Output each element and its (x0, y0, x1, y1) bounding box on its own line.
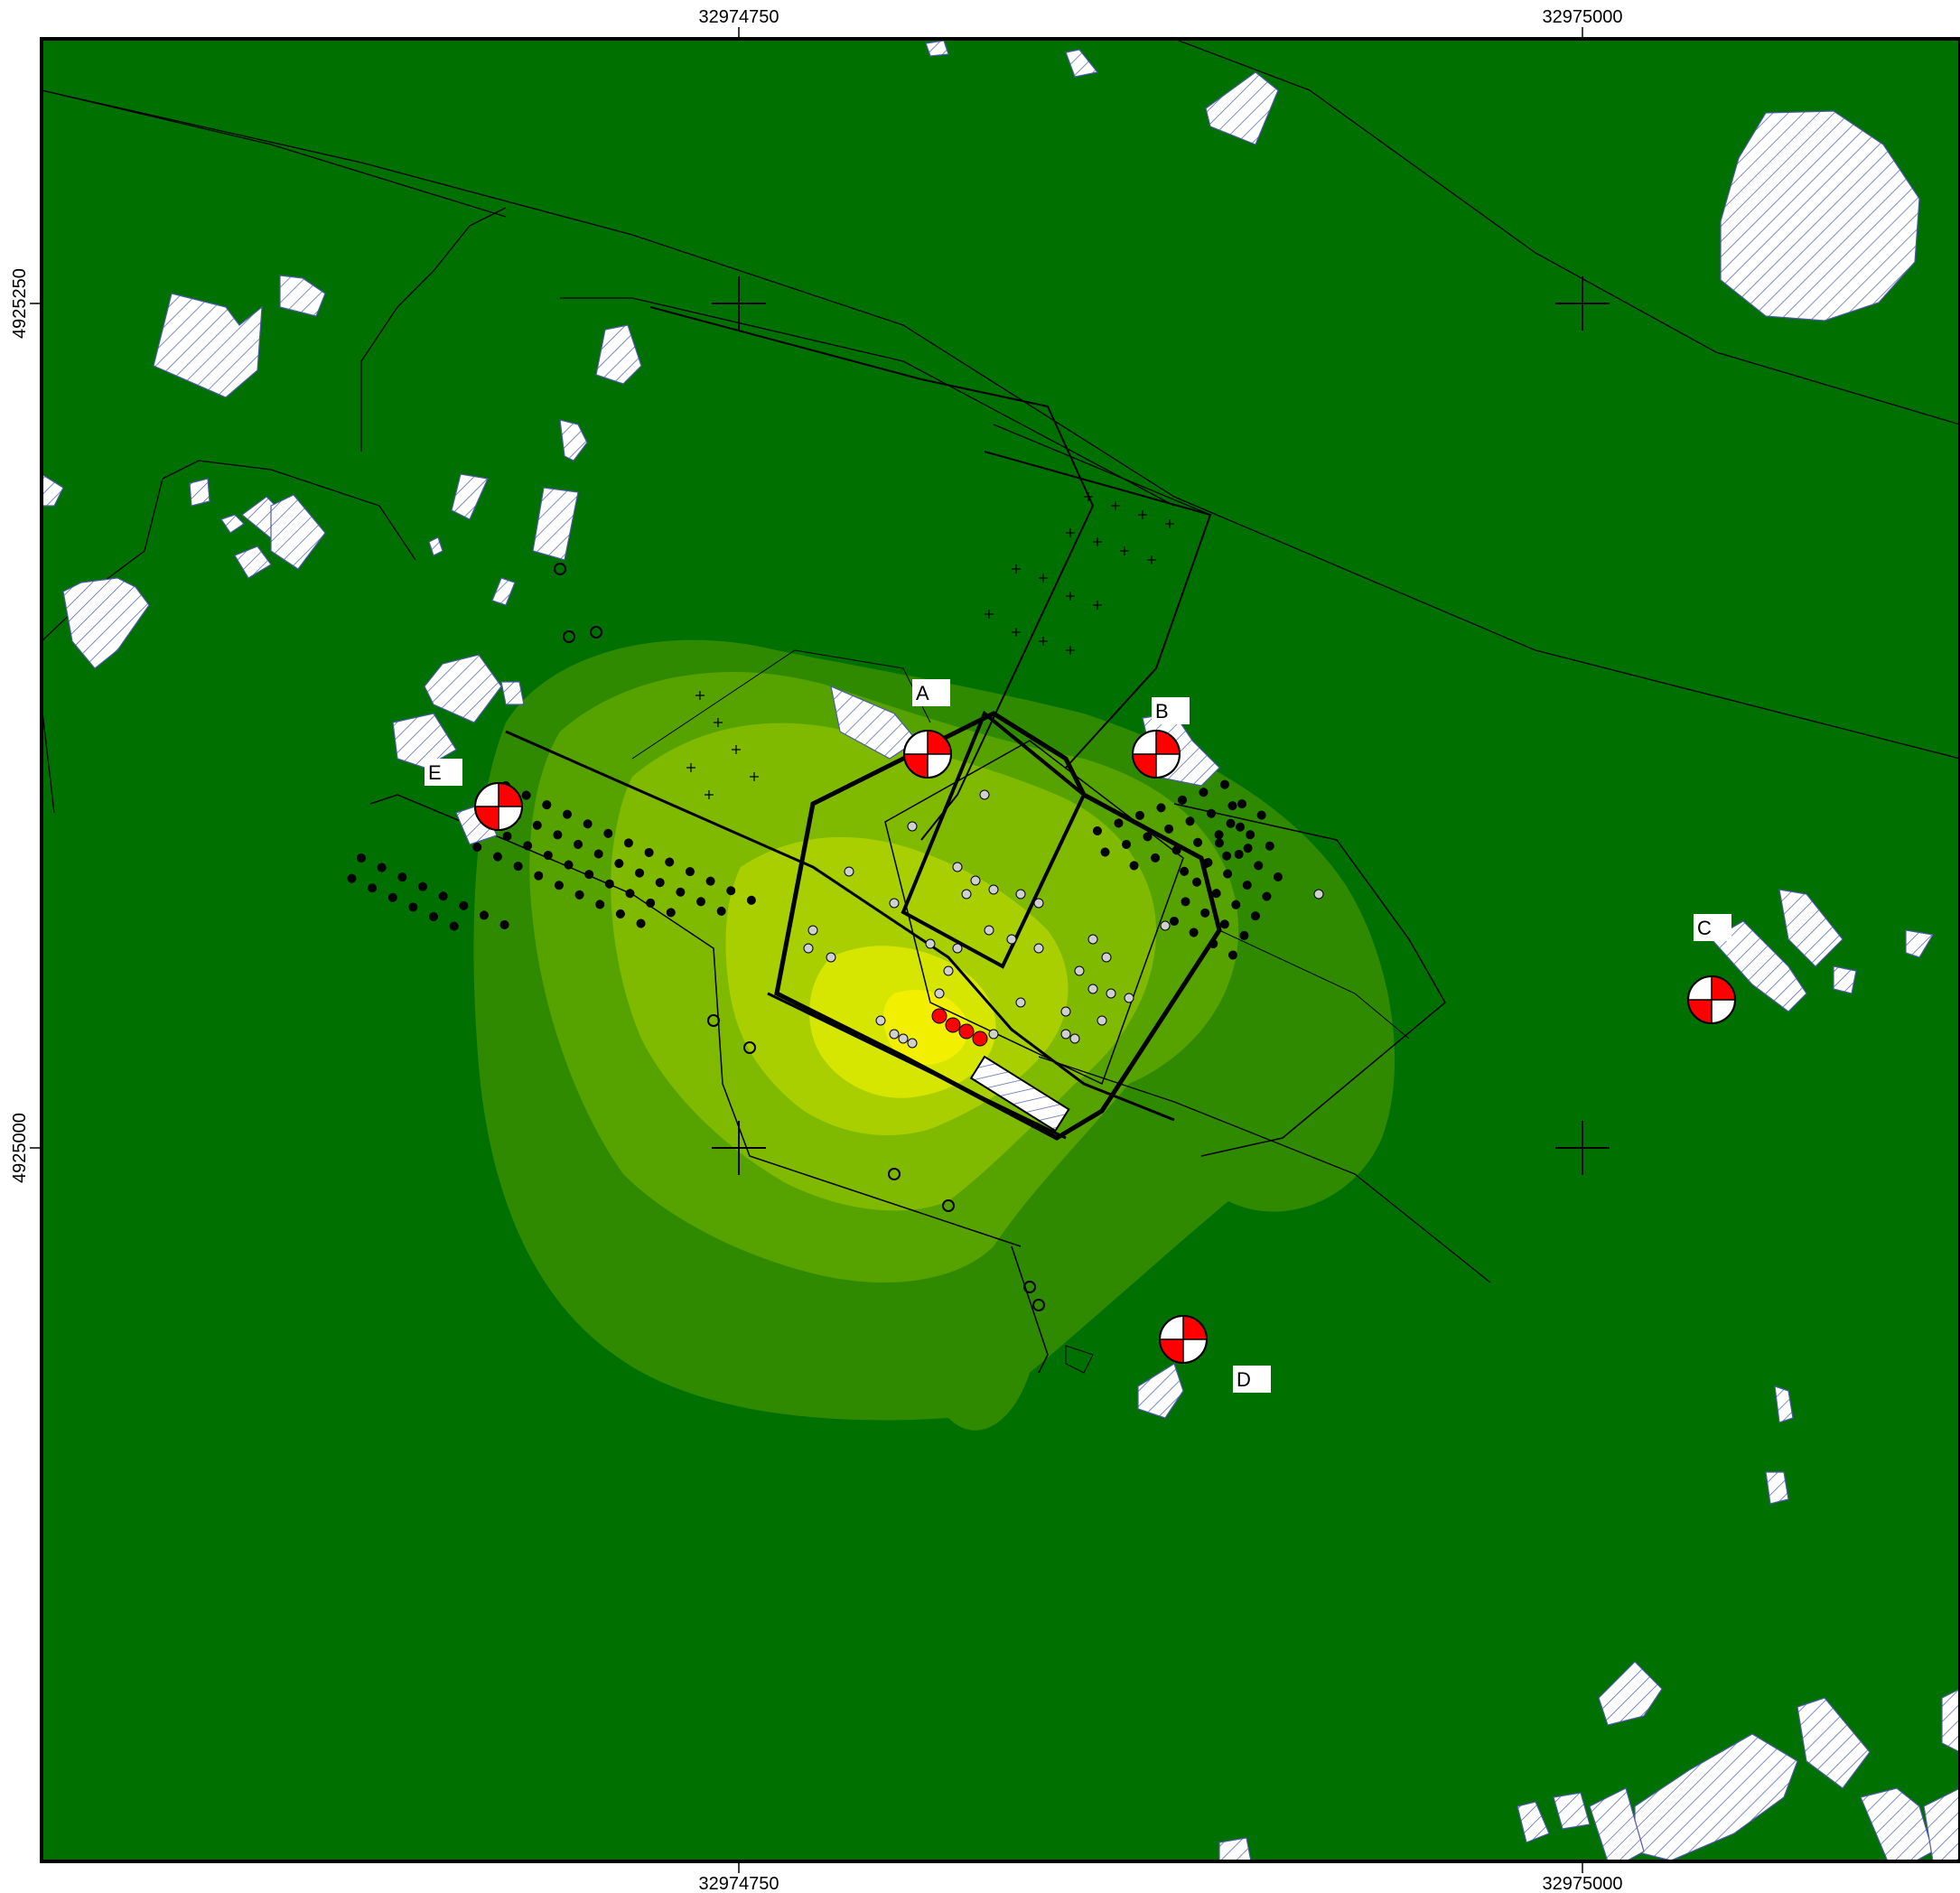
receptor-label-box (425, 759, 462, 786)
receptor-e: E (425, 759, 523, 831)
receptor-label: E (428, 761, 442, 784)
vegetation-marks (686, 492, 1174, 799)
receptor-quarter (1688, 1000, 1712, 1023)
facility-building (969, 1055, 1070, 1133)
receptor-label-box (1694, 914, 1731, 941)
road-lines (42, 39, 1960, 1283)
receptor-quarter (1712, 976, 1735, 1000)
map-border (40, 37, 1960, 1863)
noise-source (958, 1023, 975, 1040)
receptor-d: D (1159, 1315, 1271, 1393)
facility-site (369, 306, 1446, 1374)
grid-crosses (712, 276, 1610, 1175)
receptor-label: B (1155, 700, 1169, 723)
noise-source (945, 1017, 961, 1033)
receptors: A B C D E (425, 679, 1736, 1393)
receptor-label: A (916, 682, 929, 704)
receptor-quarter (475, 807, 499, 830)
receptor-a: A (903, 679, 952, 779)
x-tick-bottom-1: 32974750 (699, 1874, 779, 1893)
receptor-label: D (1237, 1368, 1251, 1391)
receptor-c: C (1687, 914, 1736, 1024)
receptor-quarter (1183, 1316, 1207, 1339)
y-tick-left-1: 4925250 (10, 268, 30, 339)
receptor-label-box (1152, 697, 1190, 724)
tree-rows (347, 563, 1283, 1311)
receptor-quarter (928, 731, 951, 754)
x-tick-bottom-2: 32975000 (1543, 1874, 1623, 1893)
axis-ticks (30, 27, 1583, 1873)
facility-equipment (803, 789, 1324, 1133)
receptor-label-box (912, 679, 950, 706)
receptor-b: B (1132, 697, 1190, 779)
x-tick-top-1: 32974750 (699, 7, 779, 27)
receptor-quarter (499, 783, 522, 807)
contour-level-6 (883, 990, 969, 1065)
x-tick-top-2: 32975000 (1543, 7, 1623, 27)
noise-source (972, 1030, 988, 1047)
receptor-label: C (1697, 917, 1712, 939)
receptor-crosshair (904, 731, 951, 778)
receptor-crosshair (1160, 1316, 1207, 1363)
receptor-crosshair (1133, 731, 1180, 778)
receptor-crosshair (1688, 976, 1735, 1023)
receptor-quarter (1160, 1339, 1183, 1363)
y-tick-left-2: 4925000 (10, 1113, 30, 1183)
buildings (42, 40, 1960, 1861)
receptor-crosshair (475, 783, 522, 830)
receptor-quarter (1156, 731, 1180, 754)
receptor-label-box (1233, 1366, 1271, 1393)
receptor-quarter (904, 754, 928, 778)
receptor-quarter (1133, 754, 1156, 778)
building-large-round (1720, 110, 1920, 322)
noise-source (931, 1008, 947, 1024)
